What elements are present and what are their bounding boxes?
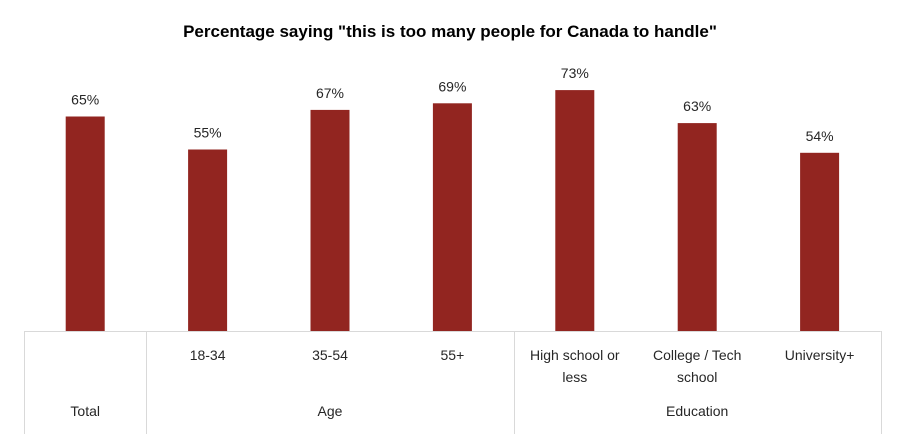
data-label: 55%: [194, 125, 222, 141]
bar: [432, 103, 472, 331]
data-label: 63%: [683, 98, 711, 114]
group-label: Total: [70, 403, 100, 419]
data-label: 54%: [806, 128, 834, 144]
bar: [800, 152, 840, 331]
category-label: College / Tech: [653, 347, 741, 363]
bar: [310, 109, 350, 332]
category-axis: 18-34 35-54 55+ High school or less College /…: [24, 331, 882, 434]
chart-title: Percentage saying "this is too many peop…: [183, 22, 717, 41]
bar: [677, 123, 717, 331]
group-label: Education: [666, 403, 728, 419]
bar: [555, 90, 595, 331]
bar: [65, 116, 105, 331]
group-label: Age: [318, 403, 343, 419]
category-label: 35-54: [312, 347, 348, 363]
bar: [188, 149, 228, 331]
data-label: 69%: [438, 78, 466, 94]
category-label: 55+: [441, 347, 465, 363]
data-label: 65%: [71, 92, 99, 108]
category-label: 18-34: [190, 347, 226, 363]
category-label: less: [562, 369, 587, 385]
category-label: University+: [785, 347, 855, 363]
data-label: 73%: [561, 65, 589, 81]
category-label: school: [677, 369, 717, 385]
category-label: High school or: [530, 347, 620, 363]
bars: 65% 55% 67% 69% 73% 63% 54%: [65, 65, 840, 332]
data-label: 67%: [316, 85, 344, 101]
